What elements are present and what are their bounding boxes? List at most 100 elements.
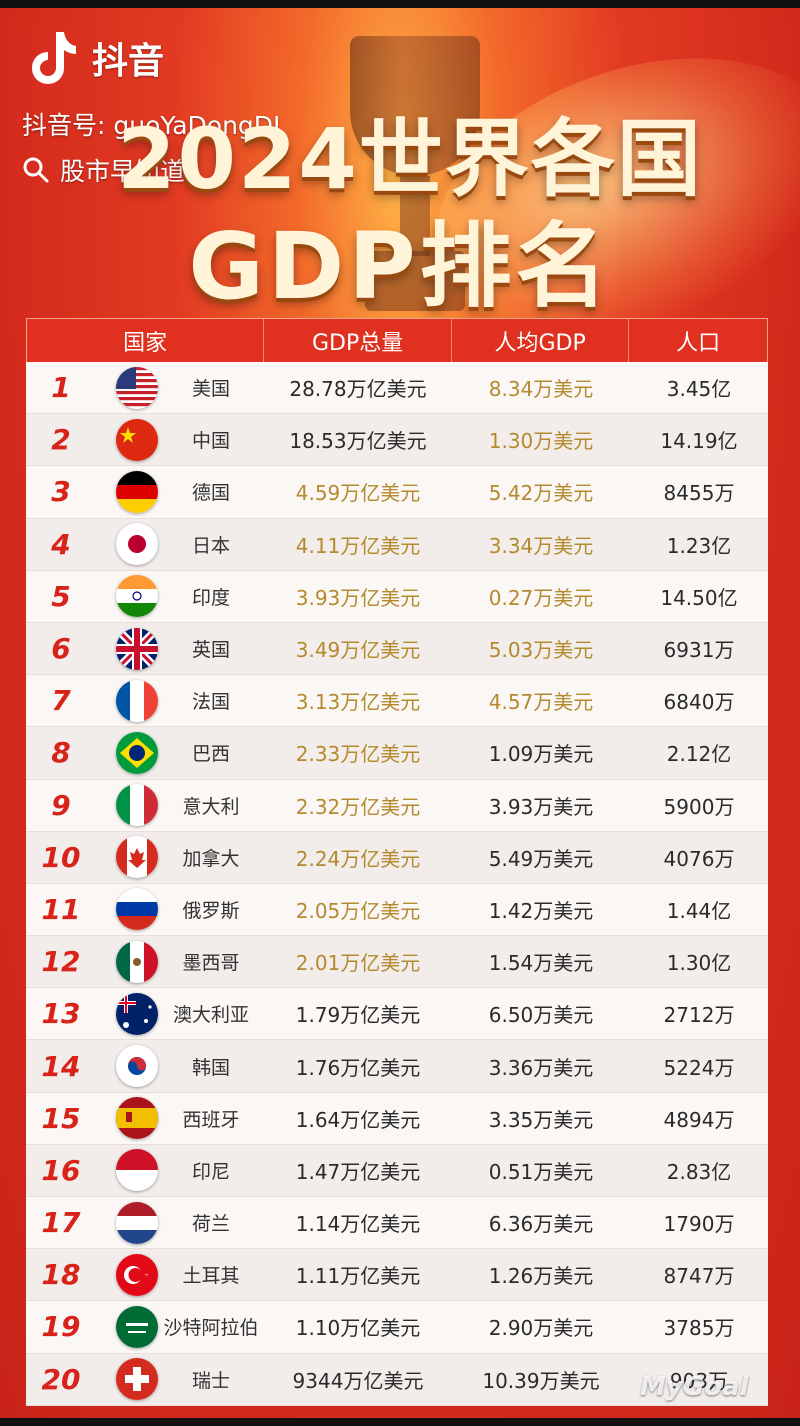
gdp-per-capita: 1.42万美元 xyxy=(488,898,594,923)
gdp-total: 3.49万亿美元 xyxy=(295,638,421,663)
country-name: 土耳其 xyxy=(182,1265,240,1288)
country-cell: 韩国 xyxy=(96,1045,264,1088)
gdp-per-capita: 3.34万美元 xyxy=(488,533,594,558)
gdp-total: 2.33万亿美元 xyxy=(295,742,421,767)
italy-flag-icon xyxy=(116,784,158,827)
country-name: 德国 xyxy=(191,482,230,505)
country-name: 加拿大 xyxy=(182,847,240,870)
australia-flag-icon xyxy=(116,992,158,1035)
country-cell: 意大利 xyxy=(96,784,264,827)
gdp-total: 9344万亿美元 xyxy=(292,1368,424,1393)
country-cell: 巴西 xyxy=(96,731,264,774)
gdp-per-capita: 5.03万美元 xyxy=(488,638,594,663)
table-row: 18 土耳其 1.11万亿美元 1.26万美元 8747万 xyxy=(26,1249,768,1302)
gdp-total: 28.78万亿美元 xyxy=(289,377,427,402)
population: 3.45亿 xyxy=(666,377,732,402)
korea-flag-icon xyxy=(116,1045,158,1088)
country-cell: 日本 xyxy=(96,523,264,566)
country-cell: 澳大利亚 xyxy=(96,992,264,1035)
country-cell: 德国 xyxy=(96,470,264,513)
rank-number: 6 xyxy=(51,632,71,666)
table-header: 国家 GDP总量 人均GDP 人口 xyxy=(26,318,768,362)
table-row: 9 意大利 2.32万亿美元 3.93万美元 5900万 xyxy=(26,779,768,832)
population: 4894万 xyxy=(663,1107,735,1132)
gdp-total: 2.24万亿美元 xyxy=(295,846,421,871)
canada-flag-icon xyxy=(116,836,158,879)
header-population: 人口 xyxy=(676,330,721,356)
population: 8747万 xyxy=(663,1264,735,1289)
rank-number: 12 xyxy=(41,945,81,979)
header-gdp: GDP总量 xyxy=(264,319,452,362)
country-name: 瑞士 xyxy=(191,1369,230,1392)
search-link[interactable]: 股市早知道 xyxy=(22,152,185,188)
table-row: 8 巴西 2.33万亿美元 1.09万美元 2.12亿 xyxy=(26,727,768,780)
table-row: 6 英国 3.49万亿美元 5.03万美元 6931万 xyxy=(26,622,768,676)
tiktok-note-icon xyxy=(26,28,78,88)
gdp-per-capita: 1.54万美元 xyxy=(488,951,594,976)
table-row: 7 法国 3.13万亿美元 4.57万美元 6840万 xyxy=(26,675,768,728)
table-row: 14 韩国 1.76万亿美元 3.36万美元 5224万 xyxy=(26,1040,768,1093)
rank-number: 15 xyxy=(41,1101,81,1135)
country-name: 日本 xyxy=(191,534,230,557)
table-row: 11 俄罗斯 2.05万亿美元 1.42万美元 1.44亿 xyxy=(26,883,768,937)
country-name: 西班牙 xyxy=(182,1108,240,1131)
gdp-per-capita: 10.39万美元 xyxy=(482,1368,600,1393)
rank-number: 8 xyxy=(51,736,71,770)
gdp-per-capita: 3.36万美元 xyxy=(488,1055,594,1080)
gdp-total: 4.59万亿美元 xyxy=(295,481,421,506)
uk-flag-icon xyxy=(116,627,158,670)
rank-number: 10 xyxy=(41,840,81,874)
page-title-line2: GDP排名 xyxy=(188,213,612,320)
spain-flag-icon xyxy=(116,1097,158,1140)
rank-number: 5 xyxy=(51,579,71,613)
table-row: 15 西班牙 1.64万亿美元 3.35万美元 4894万 xyxy=(26,1092,768,1145)
population: 1.23亿 xyxy=(666,533,732,558)
table-row: 19 沙特阿拉伯 1.10万亿美元 2.90万美元 3785万 xyxy=(26,1301,768,1354)
population: 2712万 xyxy=(663,1003,735,1028)
watermark-logo: MyGoal xyxy=(640,1372,749,1402)
population: 6840万 xyxy=(663,690,735,715)
table-row: 12 墨西哥 2.01万亿美元 1.54万美元 1.30亿 xyxy=(26,936,768,989)
rank-number: 17 xyxy=(41,1206,81,1240)
country-name: 英国 xyxy=(191,639,230,662)
population: 903万 xyxy=(669,1368,729,1393)
gdp-total: 3.93万亿美元 xyxy=(295,585,421,610)
saudi-flag-icon xyxy=(116,1305,158,1348)
gdp-per-capita: 3.35万美元 xyxy=(488,1107,594,1132)
header-country: 国家 xyxy=(27,319,265,362)
app-name: 抖音 xyxy=(92,41,165,82)
population: 3785万 xyxy=(663,1316,735,1341)
rank-number: 16 xyxy=(41,1153,81,1187)
population: 1.44亿 xyxy=(666,898,732,923)
country-cell: 瑞士 xyxy=(96,1358,264,1401)
population: 8455万 xyxy=(663,481,735,506)
us-flag-icon xyxy=(116,366,158,409)
germany-flag-icon xyxy=(116,470,158,513)
rank-number: 4 xyxy=(51,527,71,561)
trophy-icon xyxy=(330,26,500,326)
rank-number: 20 xyxy=(41,1362,81,1396)
switzerland-flag-icon xyxy=(116,1358,158,1401)
gdp-per-capita: 1.30万美元 xyxy=(488,429,594,454)
population: 5224万 xyxy=(663,1055,735,1080)
table-row: 1 美国 28.78万亿美元 8.34万美元 3.45亿 xyxy=(26,362,768,415)
gdp-per-capita: 6.50万美元 xyxy=(488,1003,594,1028)
gdp-total: 2.05万亿美元 xyxy=(295,898,421,923)
gdp-total: 1.47万亿美元 xyxy=(295,1159,421,1184)
gdp-per-capita: 1.26万美元 xyxy=(488,1264,594,1289)
gdp-per-capita: 8.34万美元 xyxy=(488,377,594,402)
population: 14.50亿 xyxy=(660,585,738,610)
country-name: 墨西哥 xyxy=(182,952,240,975)
population: 1790万 xyxy=(663,1212,735,1237)
table-row: 3 德国 4.59万亿美元 5.42万美元 8455万 xyxy=(26,466,768,519)
country-cell: 法国 xyxy=(96,679,264,722)
gdp-per-capita: 0.27万美元 xyxy=(488,585,594,610)
country-cell: 印度 xyxy=(96,575,264,618)
table-row: 4 日本 4.11万亿美元 3.34万美元 1.23亿 xyxy=(26,518,768,571)
country-cell: 加拿大 xyxy=(96,836,264,879)
rank-number: 11 xyxy=(41,892,81,926)
gdp-per-capita: 0.51万美元 xyxy=(488,1159,594,1184)
rank-number: 9 xyxy=(51,788,71,822)
population: 2.12亿 xyxy=(666,742,732,767)
gdp-total: 18.53万亿美元 xyxy=(289,429,427,454)
